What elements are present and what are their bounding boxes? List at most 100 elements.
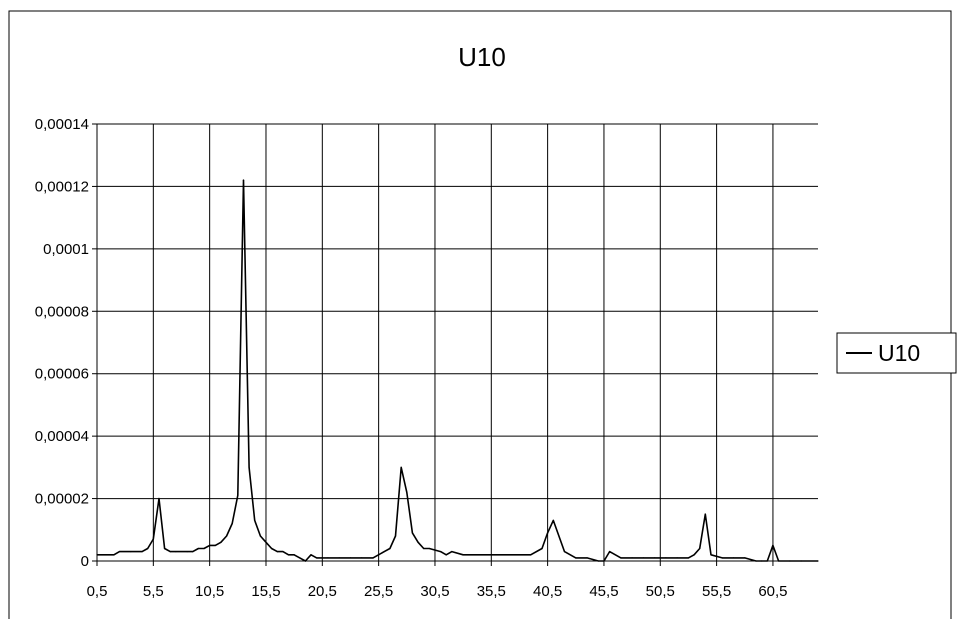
data-point — [744, 557, 746, 559]
legend: U10 — [836, 332, 957, 374]
data-point — [107, 554, 109, 556]
data-point — [603, 560, 605, 562]
x-tick-label: 45,5 — [589, 583, 618, 600]
data-point — [541, 547, 543, 550]
data-point — [282, 551, 284, 553]
data-point — [158, 497, 160, 500]
data-point — [462, 554, 464, 556]
data-point — [575, 557, 577, 559]
data-point — [423, 547, 425, 550]
grid — [97, 123, 818, 561]
data-point — [445, 554, 447, 556]
data-point — [530, 554, 532, 556]
data-point — [310, 554, 312, 556]
data-point — [761, 560, 763, 562]
data-point — [766, 560, 768, 562]
data-point — [440, 551, 442, 553]
data-point — [654, 557, 656, 559]
data-point — [113, 554, 115, 556]
y-tick-labels: 0 0,00002 0,00004 0,00006 0,00008 0,0001 0,000… — [35, 116, 89, 570]
data-point — [220, 541, 222, 543]
data-point — [394, 535, 397, 537]
data-point — [372, 557, 374, 559]
data-point — [687, 557, 690, 559]
data-point — [389, 547, 391, 550]
data-point — [817, 560, 819, 562]
data-point — [293, 554, 295, 556]
x-tick-label: 25,5 — [364, 583, 393, 600]
data-point — [209, 544, 211, 546]
data-point — [349, 557, 352, 559]
data-point — [130, 551, 132, 553]
data-point — [383, 551, 385, 553]
data-point — [552, 519, 554, 522]
y-tick-label: 0,00006 — [35, 366, 89, 383]
data-point — [186, 551, 188, 553]
data-point — [406, 491, 408, 493]
data-point — [721, 557, 723, 559]
data-point — [547, 532, 549, 534]
x-tick-label: 60,5 — [758, 583, 787, 600]
data-point — [361, 557, 363, 559]
series-line-u10 — [97, 179, 818, 562]
data-point — [496, 554, 498, 556]
data-point — [96, 554, 98, 556]
data-point — [163, 547, 166, 550]
data-point — [620, 557, 622, 559]
data-point — [169, 551, 171, 553]
data-point — [642, 557, 644, 559]
data-point — [586, 557, 588, 559]
data-point — [242, 179, 245, 181]
x-tick-label: 55,5 — [702, 583, 731, 600]
data-point — [259, 535, 261, 537]
data-point — [265, 541, 267, 543]
data-point — [192, 551, 194, 553]
chart-frame — [8, 10, 952, 619]
data-point — [248, 466, 250, 468]
data-point — [507, 554, 509, 556]
data-point — [147, 547, 149, 550]
y-tick-label: 0,00008 — [35, 303, 89, 320]
data-point — [214, 544, 216, 546]
data-point — [772, 544, 774, 546]
data-point — [777, 560, 780, 562]
data-point — [518, 554, 521, 556]
x-tick-label: 15,5 — [251, 583, 280, 600]
y-tick-label: 0,00014 — [35, 116, 89, 133]
data-point — [485, 554, 487, 556]
data-point — [563, 551, 566, 553]
data-point — [699, 547, 701, 550]
data-point — [287, 554, 290, 556]
legend-box — [836, 332, 957, 374]
data-point — [299, 557, 301, 559]
data-point — [451, 551, 453, 553]
x-tick-label: 20,5 — [308, 583, 337, 600]
data-point — [789, 560, 791, 562]
chart-title: U10 — [458, 42, 506, 72]
data-point — [411, 532, 414, 534]
data-point — [141, 551, 143, 553]
data-point — [631, 557, 633, 559]
axes — [92, 123, 818, 566]
data-point — [237, 494, 239, 497]
series — [96, 179, 819, 562]
data-point — [316, 557, 318, 559]
data-point — [693, 554, 695, 556]
data-point — [732, 557, 735, 559]
x-tick-label: 50,5 — [646, 583, 675, 600]
data-point — [755, 560, 757, 562]
data-point — [665, 557, 667, 559]
data-point — [231, 522, 233, 525]
data-point — [197, 547, 199, 550]
data-point — [473, 554, 475, 556]
data-point — [175, 551, 177, 553]
data-point — [710, 554, 712, 556]
legend-label: U10 — [878, 340, 920, 366]
data-point — [271, 547, 273, 550]
data-point — [118, 551, 121, 553]
x-tick-label: 30,5 — [420, 583, 449, 600]
data-point — [676, 557, 678, 559]
y-tick-label: 0 — [81, 553, 89, 570]
data-point — [608, 551, 611, 553]
